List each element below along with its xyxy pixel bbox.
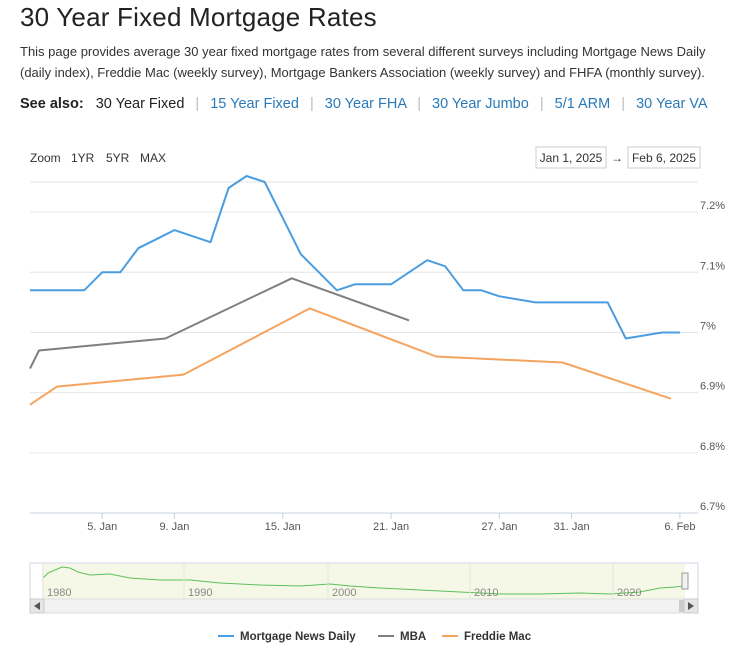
- zoom-1yr-button[interactable]: 1YR: [71, 151, 95, 165]
- separator: |: [195, 96, 200, 112]
- y-tick-label: 7.2%: [700, 200, 725, 212]
- x-tick-label: 31. Jan: [554, 521, 590, 533]
- y-tick-label: 6.9%: [700, 381, 725, 393]
- link-5-1-arm[interactable]: 5/1 ARM: [554, 96, 611, 112]
- separator: |: [417, 96, 421, 112]
- navigator-year-label: 2000: [332, 587, 356, 599]
- navigator-year-labels: 1980 1990 2000 2010 2020: [42, 564, 641, 599]
- scrollbar-thumb[interactable]: [679, 600, 684, 612]
- y-tick-label: 6.8%: [700, 441, 725, 453]
- separator: |: [309, 96, 314, 112]
- series-line-mortgage-news-daily: [30, 175, 680, 340]
- y-tick-label: 6.7%: [700, 501, 725, 513]
- link-30-year-jumbo[interactable]: 30 Year Jumbo: [432, 96, 529, 112]
- series-lines: [29, 175, 680, 406]
- y-tick-label: 7%: [700, 320, 716, 332]
- navigator-year-label: 2010: [474, 587, 498, 599]
- y-tick-label: 7.1%: [700, 260, 725, 272]
- see-also-current: 30 Year Fixed: [95, 96, 185, 112]
- y-axis-labels: 7.2% 7.1% 7% 6.9% 6.8% 6.7%: [700, 200, 725, 513]
- range-to-value: Feb 6, 2025: [632, 151, 696, 165]
- navigator-year-label: 1990: [188, 587, 212, 599]
- x-tick-label: 6. Feb: [664, 521, 695, 533]
- legend: Mortgage News Daily MBA Freddie Mac: [218, 631, 532, 643]
- caret-right-icon: [688, 602, 694, 610]
- navigator-year-label: 1980: [47, 587, 71, 599]
- legend-item: Freddie Mac: [464, 631, 532, 643]
- x-tick-label: 15. Jan: [265, 521, 301, 533]
- x-axis-ticks: 5. Jan 9. Jan 15. Jan 21. Jan 27. Jan 31. Jan…: [87, 513, 696, 533]
- caret-left-icon: [34, 602, 40, 610]
- link-15-year-fixed[interactable]: 15 Year Fixed: [210, 96, 299, 112]
- x-tick-label: 5. Jan: [87, 521, 117, 533]
- rate-chart: Zoom 1YR 5YR MAX Jan 1, 2025 → Feb 6, 20…: [29, 146, 725, 643]
- navigator-year-label: 2020: [617, 587, 641, 599]
- navigator-scrollbar[interactable]: [29, 598, 699, 614]
- zoom-max-button[interactable]: MAX: [140, 151, 166, 165]
- page-description: This page provides average 30 year fixed…: [20, 44, 706, 80]
- series-line-mba: [29, 277, 410, 370]
- zoom-label: Zoom: [30, 151, 61, 165]
- range-arrow-icon: →: [611, 151, 623, 165]
- link-30-year-va[interactable]: 30 Year VA: [636, 96, 708, 112]
- zoom-5yr-button[interactable]: 5YR: [106, 151, 130, 165]
- navigator-handle[interactable]: [681, 572, 689, 590]
- range-from-input[interactable]: [535, 146, 607, 169]
- legend-item: MBA: [400, 631, 426, 643]
- link-30-year-fha[interactable]: 30 Year FHA: [324, 96, 407, 112]
- x-tick-label: 27. Jan: [481, 521, 517, 533]
- range-to-input[interactable]: [627, 146, 701, 169]
- separator: |: [539, 96, 544, 112]
- x-tick-label: 9. Jan: [159, 521, 189, 533]
- separator: |: [621, 96, 626, 112]
- scrollbar-track[interactable]: [29, 598, 699, 614]
- legend-item: Mortgage News Daily: [240, 631, 356, 643]
- series-line-freddie-mac: [29, 307, 672, 406]
- page-title: 30 Year Fixed Mortgage Rates: [20, 2, 377, 32]
- navigator-series-line: [42, 566, 685, 595]
- navigator[interactable]: 1980 1990 2000 2010 2020: [29, 562, 699, 600]
- x-tick-label: 21. Jan: [373, 521, 409, 533]
- grid-lines: [30, 181, 698, 514]
- see-also-label: See also:: [20, 96, 84, 112]
- range-from-value: Jan 1, 2025: [540, 151, 603, 165]
- see-also-bar: See also: 30 Year Fixed | 15 Year Fixed …: [20, 96, 708, 112]
